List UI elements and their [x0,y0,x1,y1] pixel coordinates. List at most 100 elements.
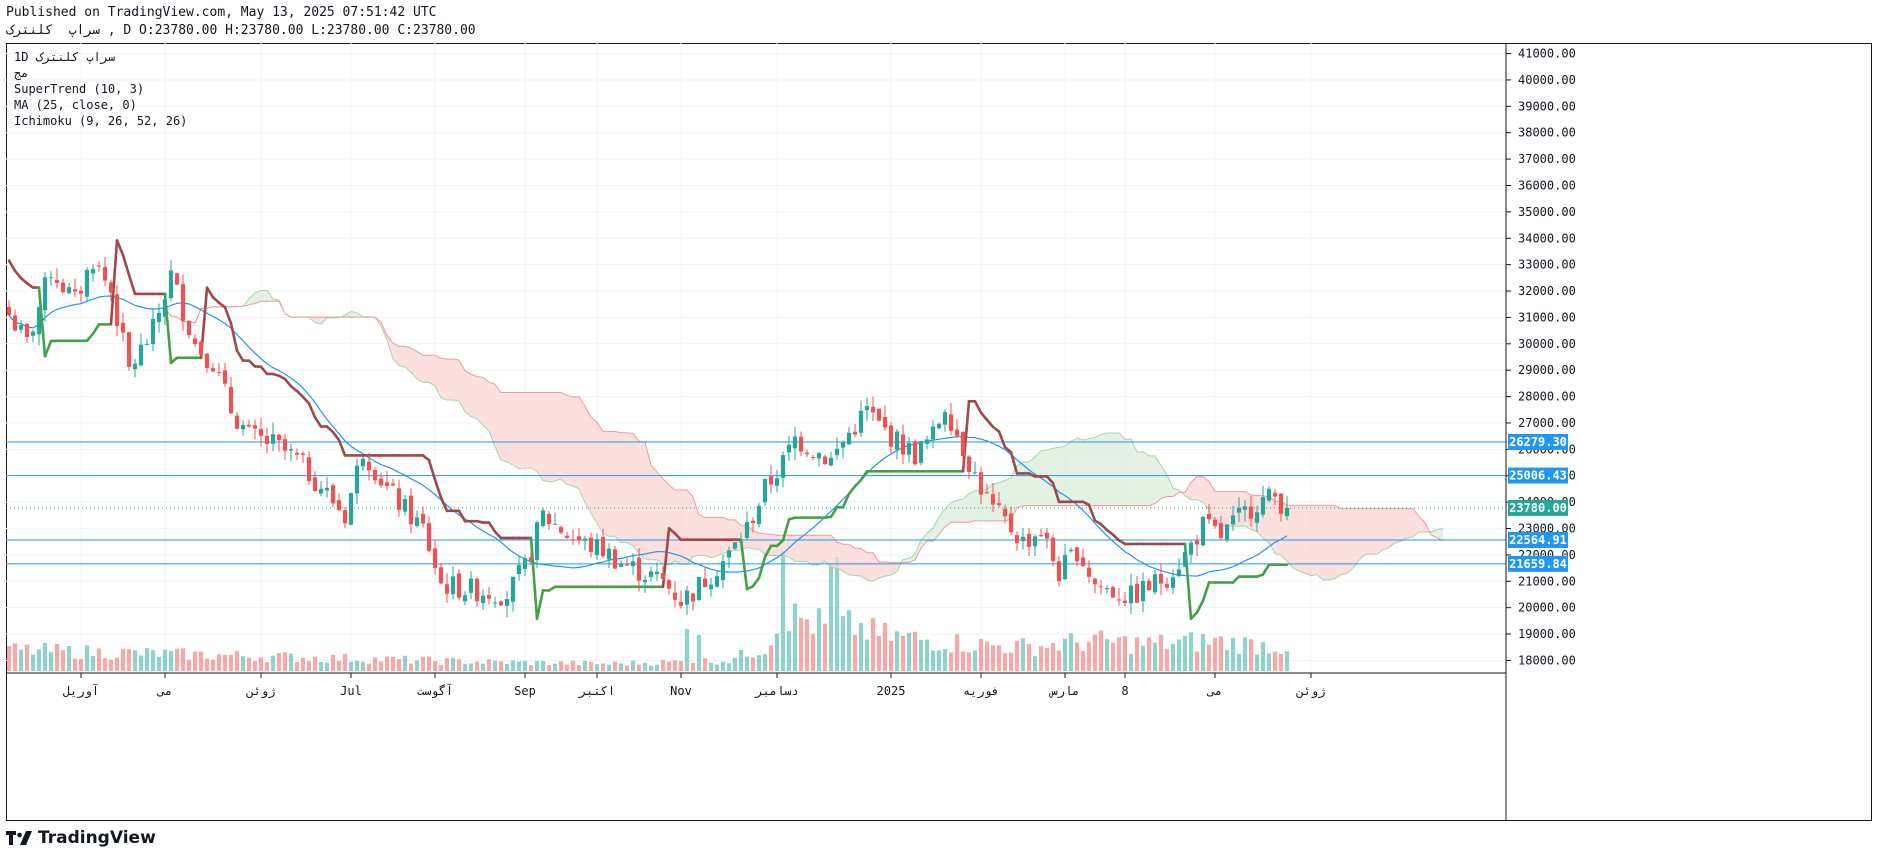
candle-body [792,436,798,449]
candle-body [72,289,78,292]
supertrend-segment [7,259,17,273]
volume-bar [402,655,408,671]
candle-body [426,523,432,551]
candle-body [840,442,846,448]
candle-body [456,573,462,598]
volume-bar [834,557,840,671]
volume-bar [1230,638,1236,671]
tradingview-logo-icon [6,831,32,845]
hline-price-label: 21659.84 [1509,557,1567,571]
candle-body [1110,587,1116,598]
volume-bar [1212,638,1218,671]
volume-bar [246,657,252,671]
volume-bar [768,645,774,671]
candle-body [1104,588,1110,590]
volume-bar [168,650,174,671]
cloud-segment [981,489,987,521]
candle-body [1086,567,1092,577]
candle-body [402,499,408,512]
volume-bar [384,656,390,671]
supertrend-segment [853,478,863,488]
volume-bar [1200,634,1206,671]
supertrend-segment [829,506,839,519]
volume-bar [1182,635,1188,671]
supertrend-segment [235,349,245,362]
cloud-segment [501,392,507,462]
candle-body [1164,584,1170,588]
volume-bar [852,635,858,671]
candle-body [516,565,522,575]
candle-body [1146,580,1152,591]
tradingview-brand[interactable]: TradingView [6,828,156,848]
volume-bar [756,655,762,671]
price-chart[interactable]: 18000.0019000.0020000.0021000.0022000.00… [6,43,1872,821]
volume-bar [606,664,612,671]
cloud-segment [411,348,417,379]
supertrend-segment [997,430,1007,449]
volume-bar [1194,651,1200,671]
cloud-segment [1131,439,1137,506]
legend-subline: مج [14,66,28,80]
cloud-segment [639,441,645,559]
cloud-segment [1245,491,1251,530]
cloud-segment [531,392,537,472]
candle-body [294,452,300,455]
candle-body [252,425,258,429]
cloud-segment [465,370,471,417]
volume-bar [108,659,114,671]
candle-body [1032,536,1038,547]
volume-bar [1068,633,1074,671]
volume-bar [648,665,654,671]
volume-bar [1110,642,1116,671]
time-tick-label: 8 [1121,684,1128,698]
candle-body [642,579,648,583]
cloud-segment [519,392,525,469]
volume-bar [546,665,552,671]
candle-body [786,444,792,453]
candle-body [846,432,852,445]
candle-body [492,602,498,604]
candle-body [66,287,72,294]
candle-body [84,269,90,297]
candle-body [630,561,636,567]
time-axis[interactable]: آوریل می ژوئن Jul آگوست Sep اکتبر Nov دسامبر 2025… [6,672,1506,699]
candle-body [558,527,564,533]
price-axis[interactable]: 18000.0019000.0020000.0021000.0022000.00… [1505,43,1576,821]
cloud-segment [1071,438,1077,506]
cloud-segment [1311,505,1317,576]
volume-bar [576,665,582,671]
volume-bar [1278,654,1284,671]
cloud-segment [489,382,495,447]
volume-bar [228,654,234,671]
candle-body [954,429,960,436]
cloud-segment [915,540,921,561]
volume-bar [798,618,804,671]
cloud-segment [561,392,567,485]
candles [6,256,1290,618]
volume-bar [996,645,1002,671]
candle-body [774,478,780,486]
volume-bar [1128,653,1134,671]
price-tick-label: 20000.00 [1518,601,1576,615]
cloud-segment [1077,438,1083,506]
cloud-segment [1401,508,1407,542]
candle-body [48,277,54,279]
cloud-segment [687,490,693,565]
ichimoku-cloud [164,290,1444,582]
cloud-segment [1029,456,1035,506]
volume-bar [162,649,168,671]
volume-bar [138,655,144,671]
cloud-segment [525,392,531,468]
candle-body [732,542,738,549]
cloud-segment [1149,455,1155,506]
candle-body [468,578,474,593]
cloud-segment [507,392,513,465]
supertrend-segment [979,411,989,422]
volume-bar [270,655,276,671]
supertrend-segment [1111,533,1121,542]
candle-body [60,282,66,293]
candle-body [1266,488,1272,501]
candle-body [282,439,288,451]
hline-price-tag [1508,555,1568,572]
volume-bar [252,661,258,671]
